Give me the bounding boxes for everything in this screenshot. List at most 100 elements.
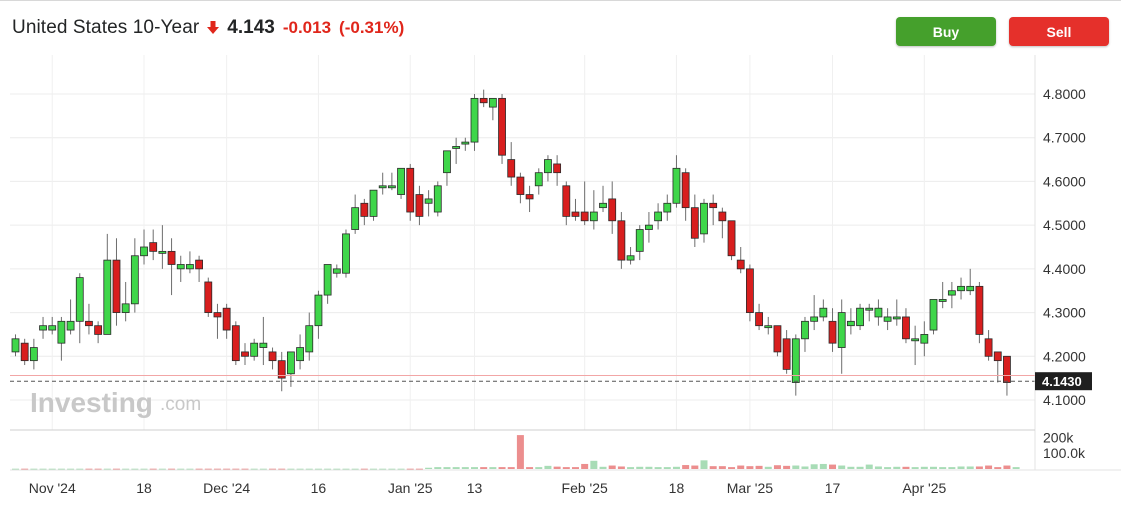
candle-body <box>39 325 47 331</box>
instrument-title: United States 10-Year <box>12 17 200 38</box>
watermark-suffix: .com <box>160 394 201 415</box>
volume-bar <box>737 465 745 469</box>
price-change-percent: (-0.31%) <box>339 18 405 37</box>
volume-bar <box>85 468 93 470</box>
volume-bar <box>48 468 56 470</box>
candle-body <box>562 185 571 217</box>
candle-body <box>819 307 828 318</box>
volume-bar <box>12 468 19 470</box>
arrow-down-icon <box>207 21 220 34</box>
candle-body <box>902 316 910 340</box>
volume-bar <box>489 467 497 469</box>
candle-body <box>773 325 782 353</box>
volume-bar <box>186 468 194 470</box>
volume-bar <box>645 466 653 469</box>
volume-bar <box>562 467 570 469</box>
volume-bar <box>902 466 910 469</box>
time-tick-label: Mar '25 <box>727 480 773 496</box>
candle-body <box>259 342 268 348</box>
watermark: Investing .com <box>30 387 201 418</box>
volume-bar <box>333 468 341 470</box>
candle-body <box>672 167 681 204</box>
candles-series <box>11 89 1011 396</box>
candle-body <box>195 259 204 270</box>
current-price-tag: 4.1430 <box>1035 372 1092 391</box>
candle-body <box>764 325 773 329</box>
volume-bar <box>103 468 111 470</box>
candle-body <box>718 211 727 222</box>
candle-body <box>85 320 93 327</box>
volume-bar <box>985 465 993 469</box>
volume-bar <box>195 468 203 470</box>
candle-body <box>323 264 332 296</box>
volume-bar <box>406 468 414 470</box>
candle-body <box>791 338 800 383</box>
price-tick-label: 4.3000 <box>1043 305 1086 321</box>
candle-body <box>29 347 38 362</box>
volume-bar <box>223 468 231 470</box>
candle-body <box>874 307 883 318</box>
candle-body <box>66 320 75 331</box>
volume-bar <box>443 467 451 469</box>
candle-body <box>654 211 662 222</box>
candle-body <box>534 172 543 187</box>
volume-bar <box>471 467 478 469</box>
volume-bar <box>636 466 644 469</box>
candle-body <box>268 351 277 362</box>
volume-bar <box>213 468 221 470</box>
time-tick-label: Jan '25 <box>388 480 433 496</box>
volume-bar <box>627 467 635 469</box>
volume-bar <box>829 464 837 469</box>
candle-body <box>801 320 809 340</box>
candle-body <box>222 307 231 331</box>
price-tick-label: 4.2000 <box>1043 348 1086 364</box>
sell-button[interactable]: Sell <box>1009 17 1109 46</box>
volume-bar <box>250 468 258 470</box>
candle-body <box>553 163 562 174</box>
price-tick-label: 4.1000 <box>1043 392 1086 408</box>
candle-body <box>690 207 699 239</box>
candle-body <box>645 224 653 230</box>
candle-body <box>305 325 314 353</box>
candle-body <box>158 250 167 254</box>
instrument-header: United States 10-Year 4.143 -0.013 (-0.3… <box>12 15 404 41</box>
candle-body <box>433 185 442 213</box>
top-divider <box>0 0 1121 1</box>
volume-bar <box>884 467 892 469</box>
candle-body <box>865 307 874 311</box>
candle-body <box>149 242 158 252</box>
candle-body <box>231 325 240 362</box>
time-tick-label: 18 <box>669 480 685 496</box>
volume-bar <box>314 468 322 470</box>
volume-bar <box>461 467 469 469</box>
candle-body <box>11 338 20 353</box>
volume-bar <box>149 468 157 470</box>
volume-bar <box>654 467 662 469</box>
volume-bar <box>773 465 781 469</box>
last-price: 4.143 <box>227 17 275 38</box>
candle-body <box>332 268 341 274</box>
volume-bar <box>672 466 680 469</box>
volume-bar <box>342 468 350 470</box>
volume-bar <box>590 460 598 469</box>
candle-body <box>892 316 901 320</box>
buy-button[interactable]: Buy <box>896 17 996 46</box>
candle-body <box>397 167 405 195</box>
candle-body <box>920 334 929 344</box>
volume-bar <box>241 468 249 470</box>
candle-body <box>525 194 534 200</box>
volume-bar <box>434 467 442 469</box>
volume-bar <box>544 465 552 469</box>
volume-bar <box>415 468 423 470</box>
volume-bar <box>39 468 47 470</box>
volume-bar <box>966 466 974 469</box>
candle-body <box>296 347 304 362</box>
volume-bar <box>67 468 75 470</box>
candle-body <box>470 97 479 143</box>
volume-bar <box>94 468 102 470</box>
volume-bar <box>168 468 176 470</box>
volume-bar <box>177 468 185 470</box>
volume-bar <box>553 466 561 469</box>
candle-body <box>479 97 488 104</box>
